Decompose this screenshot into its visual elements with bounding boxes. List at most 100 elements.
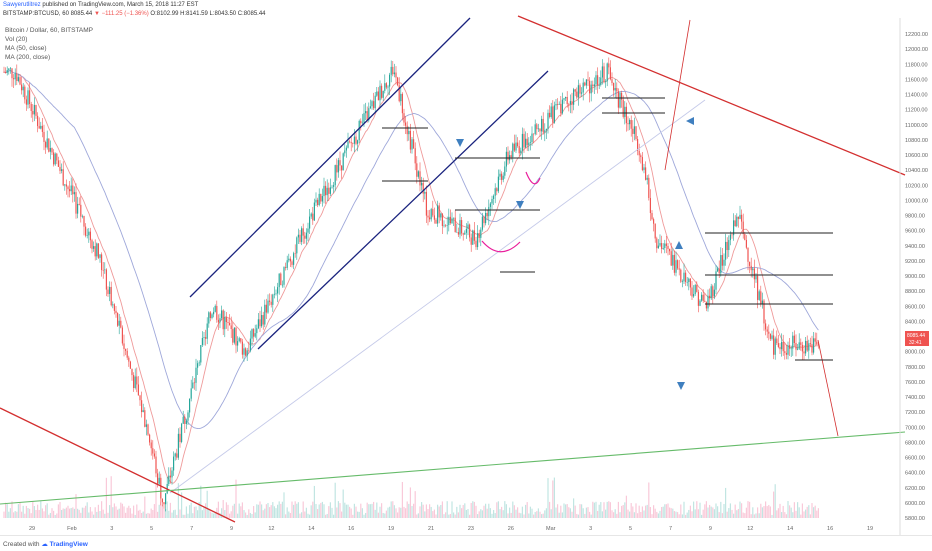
x-tick-label: 19 [388,526,394,532]
volume-bar [705,501,707,518]
candle-body [477,233,479,248]
volume-bar [107,512,109,518]
candle-body [313,202,315,221]
volume-bar [638,505,640,518]
volume-bar [797,502,799,518]
volume-bar [763,506,765,518]
candle-body [283,267,285,285]
volume-bar [30,513,32,518]
candle-body [520,150,522,154]
volume-bar [248,509,250,518]
volume-bar [309,514,311,518]
volume-bar [221,508,223,518]
candle-body [163,502,165,505]
volume-bar [805,509,807,518]
volume-bar [88,512,90,518]
volume-bar [374,509,376,518]
channel-upper-line [189,17,471,298]
candle-body [177,433,179,458]
candle-body [697,291,699,306]
volume-bar [265,504,267,518]
volume-bar [238,503,240,518]
candle-body [616,87,618,92]
price-chart[interactable]: 12200.00 12000.00 11800.00 11600.00 11400.00… [0,0,932,535]
candle-body [749,261,751,266]
volume-bar [147,512,149,518]
volume-bar [520,513,522,518]
y-tick-label: 6400.00 [905,471,925,477]
volume-bar [606,501,608,518]
volume-bar [336,507,338,518]
candle-body [493,195,495,199]
candle-body [339,160,341,166]
legend-ma200[interactable]: MA (200, close) [5,54,51,61]
candle-body [662,247,664,249]
candle-body [86,235,88,236]
y-tick-label: 11400.00 [905,93,928,99]
volume-bar [320,502,322,518]
volume-bar [205,503,207,518]
volume-bar [523,514,525,518]
volume-bar [51,508,53,518]
candle-body [197,363,199,368]
volume-bar [737,508,739,518]
candle-body [761,300,763,304]
candle-body [221,310,223,319]
legend-volume[interactable]: Vol (20) [5,36,28,43]
candle-body [595,75,597,85]
candle-body [120,320,122,328]
candle-body [181,423,183,442]
volume-bar [605,509,607,518]
volume-bar [685,514,687,518]
volume-bar [193,506,195,518]
tradingview-brand[interactable]: TradingView [49,541,88,548]
candle-body [752,268,754,271]
volume-bar [693,501,695,518]
candle-body [323,185,325,197]
volume-bar [406,501,408,518]
candle-body [763,300,765,324]
volume-bar [429,504,431,518]
candle-body [216,305,218,320]
volume-bar [808,505,810,518]
volume-bar [241,502,243,518]
volume-bar [109,505,111,518]
candle-body [718,268,720,274]
volume-bar [776,510,778,518]
candle-body [368,108,370,121]
candle-body [427,215,429,218]
author-link[interactable]: Sawyerutlitrez [3,2,41,8]
candle-body [233,327,235,343]
y-tick-label: 8800.00 [905,289,925,295]
candle-body [499,173,501,177]
x-tick-label: 9 [709,526,712,532]
volume-bar [779,503,781,518]
candle-body [37,115,39,127]
y-tick-label: 7200.00 [905,410,925,416]
candle-body [91,240,93,249]
candle-body [597,75,599,86]
legend-ma50[interactable]: MA (50, close) [5,45,47,52]
last-price: 8085.44 [70,11,93,17]
candle-body [641,157,643,171]
volume-bar [432,511,434,518]
candle-body [117,313,119,326]
candle-body [521,133,523,151]
volume-bar [291,501,293,518]
volume-bar [269,507,271,518]
volume-bar [192,513,194,518]
candle-body [675,260,677,273]
volume-bar [310,505,312,518]
volume-bar [293,504,295,518]
volume-bar [233,503,235,518]
volume-bar [326,513,328,518]
volume-bar [641,506,643,518]
volume-bar [83,507,85,518]
volume-bar [75,494,77,518]
volume-bar [3,511,5,518]
candle-body [661,243,663,249]
volume-bar [478,511,480,518]
small-arc [525,171,541,185]
candle-body [325,185,327,196]
candle-body [102,270,104,271]
